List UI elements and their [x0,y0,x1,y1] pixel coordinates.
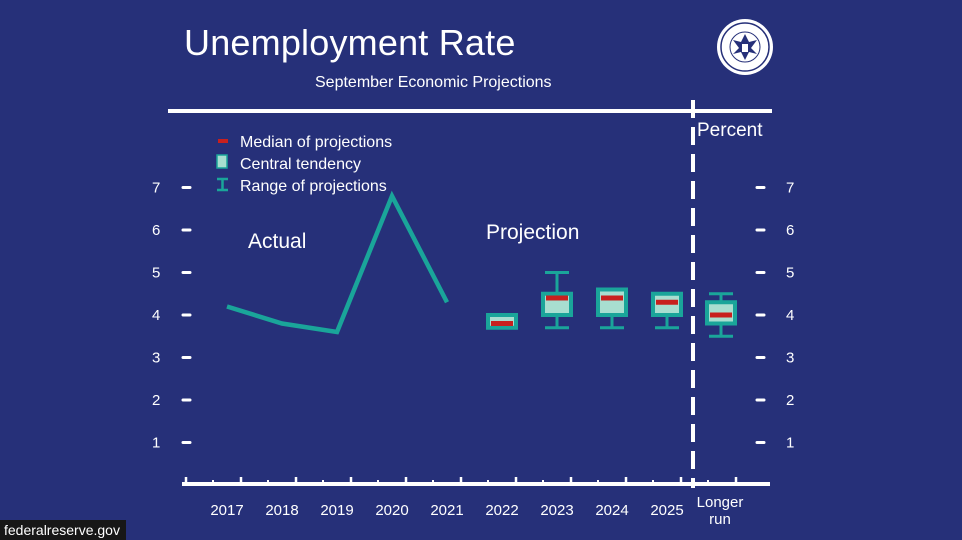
central-tendency-box [596,287,628,317]
legend-median-label: Median of projections [240,134,392,151]
x-tick-label: 2019 [320,502,353,519]
federal-reserve-seal-icon [717,19,773,75]
projection-2023 [541,271,573,330]
y-axis-right: 1 2 3 4 5 6 7 [755,180,794,452]
x-tick-label: 2025 [650,502,683,519]
x-tick-label: Longer run [697,494,744,528]
median-marker [546,295,568,301]
legend-central-swatch [216,154,228,169]
legend-range-swatch [217,177,228,192]
y-tick-label-left: 1 [152,435,160,452]
y-tick-label-right: 4 [786,307,794,324]
projection-2025 [651,291,683,330]
y-tick-label-right: 6 [786,222,794,239]
legend-median-swatch [218,139,228,143]
chart-subtitle: September Economic Projections [315,74,552,91]
y-tick-label-left: 6 [152,222,160,239]
projection-2024 [596,287,628,330]
x-tick-label: 2023 [540,502,573,519]
projection-boxes [486,271,737,338]
legend: Median of projections Central tendency R… [216,134,392,195]
median-marker [491,321,513,326]
x-tick-label: 2017 [210,502,243,519]
y-tick-label-left: 3 [152,350,160,367]
median-marker [710,312,732,318]
chart-title: Unemployment Rate [184,22,516,63]
y-tick-label-right: 2 [786,392,794,409]
y-tick-label-left: 4 [152,307,160,324]
x-tick-label: 2018 [265,502,298,519]
y-axis-left: 1 2 3 4 5 6 7 [152,180,192,452]
x-tick-label-line: run [709,511,731,528]
source-label: federalreserve.gov [0,520,126,540]
annotation-projection: Projection [486,221,579,244]
y-tick-label-left: 2 [152,392,160,409]
y-tick-label-right: 5 [786,265,794,282]
y-tick-label-right: 3 [786,350,794,367]
projection-longer-run [705,292,737,338]
y-tick-label-right: 1 [786,435,794,452]
x-tick-label: 2024 [595,502,628,519]
y-tick-label-right: 7 [786,180,794,197]
x-axis-labels: 2017 2018 2019 2020 2021 2022 2023 2024 2025 Long… [210,494,743,528]
x-tick-label: 2021 [430,502,463,519]
legend-central-label: Central tendency [240,156,361,173]
y-tick-label-left: 7 [152,180,160,197]
x-tick-label-line: Longer [697,494,744,511]
y-tick-label-left: 5 [152,265,160,282]
x-tick-label: 2022 [485,502,518,519]
x-axis-ticks [184,477,738,486]
actual-series-line [226,190,449,335]
x-tick-label: 2020 [375,502,408,519]
annotation-actual: Actual [248,230,306,253]
median-marker [656,299,678,305]
projection-2022 [486,313,518,330]
legend-range-label: Range of projections [240,178,387,195]
median-marker [601,295,623,301]
percent-label: Percent [697,120,763,141]
